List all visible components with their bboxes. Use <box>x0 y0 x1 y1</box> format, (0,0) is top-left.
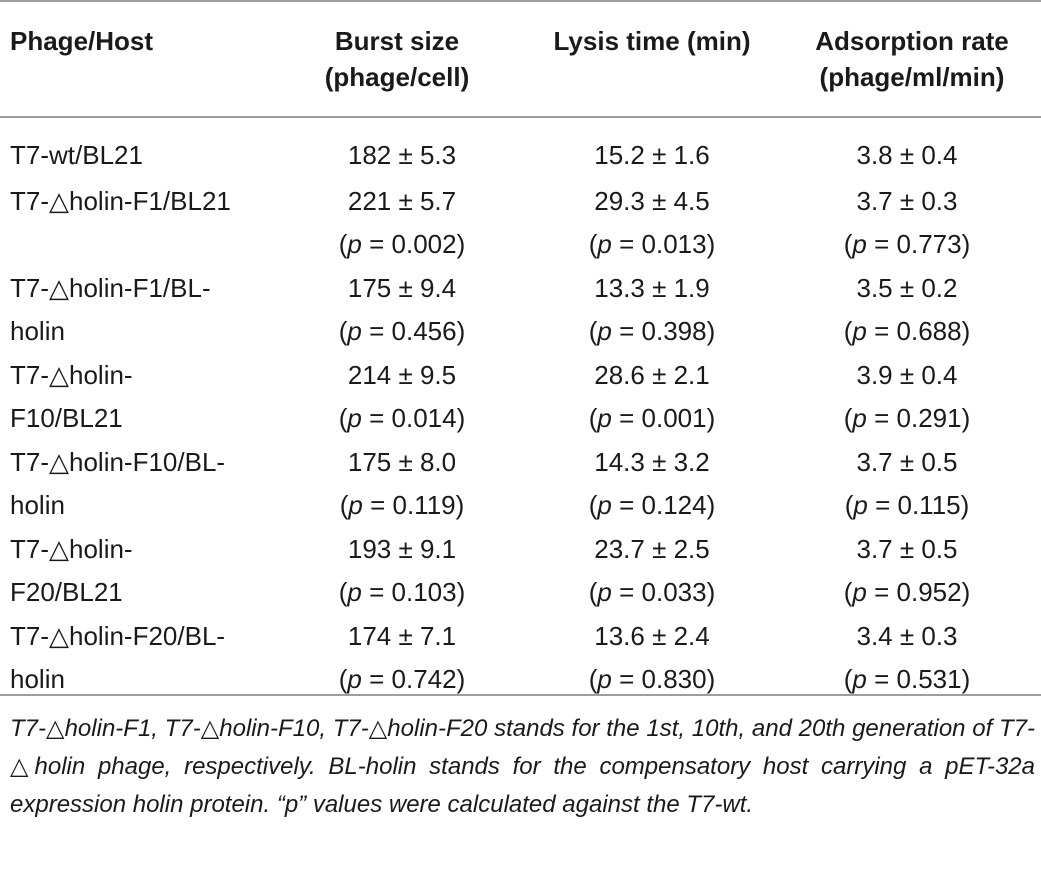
cell-burst-size: 175 ± 9.4 (p = 0.456) <box>338 273 466 346</box>
cell-phage-host: T7-△holin-F20/BL-holin <box>10 621 226 694</box>
table-row: T7-△holin- F20/BL21 193 ± 9.1 (p = 0.103) 23… <box>0 528 1041 615</box>
cell-burst-size: 175 ± 8.0 (p = 0.119) <box>339 447 465 520</box>
table-bottom-rule <box>0 694 1041 696</box>
cell-adsorption-rate: 3.5 ± 0.2 (p = 0.688) <box>843 273 971 346</box>
cell-lysis-time: 13.3 ± 1.9 (p = 0.398) <box>588 273 716 346</box>
table-row: T7-△holin-F1/BL21 221 ± 5.7 (p = 0.002) 29.… <box>0 180 1041 267</box>
cell-burst-size: 221 ± 5.7 (p = 0.002) <box>338 186 466 259</box>
cell-lysis-time: 15.2 ± 1.6 <box>594 140 710 170</box>
cell-phage-host: T7-△holin- F10/BL21 <box>10 360 133 433</box>
table-row: T7-△holin-F20/BL-holin 174 ± 7.1 (p = 0.74… <box>0 615 1041 702</box>
cell-adsorption-rate: 3.4 ± 0.3 (p = 0.531) <box>843 621 971 694</box>
table-row: T7-△holin- F10/BL21 214 ± 9.5 (p = 0.014) 28… <box>0 354 1041 441</box>
header-phage-host: Phage/Host <box>10 26 154 56</box>
cell-burst-size: 214 ± 9.5 (p = 0.014) <box>338 360 466 433</box>
cell-adsorption-rate: 3.7 ± 0.5 (p = 0.952) <box>843 534 971 607</box>
cell-adsorption-rate: 3.7 ± 0.5 (p = 0.115) <box>844 447 970 520</box>
cell-lysis-time: 23.7 ± 2.5 (p = 0.033) <box>588 534 716 607</box>
cell-lysis-time: 13.6 ± 2.4 (p = 0.830) <box>588 621 716 694</box>
cell-phage-host: T7-△holin-F1/BL-holin <box>10 273 211 346</box>
cell-adsorption-rate: 3.7 ± 0.3 (p = 0.773) <box>843 186 971 259</box>
cell-phage-host: T7-△holin-F1/BL21 <box>10 186 231 216</box>
table-top-rule <box>0 0 1041 2</box>
cell-phage-host: T7-wt/BL21 <box>10 140 143 170</box>
cell-adsorption-rate: 3.9 ± 0.4 (p = 0.291) <box>843 360 971 433</box>
table-row: T7-△holin-F1/BL-holin 175 ± 9.4 (p = 0.456… <box>0 267 1041 354</box>
cell-lysis-time: 29.3 ± 4.5 (p = 0.013) <box>588 186 716 259</box>
header-burst-size: Burst size (phage/cell) <box>324 26 470 92</box>
table-footnote: T7-△holin-F1, T7-△holin-F10, T7-△holin-F… <box>10 715 1035 818</box>
header-adsorption-rate: Adsorption rate (phage/ml/min) <box>815 26 1009 92</box>
cell-lysis-time: 28.6 ± 2.1 (p = 0.001) <box>588 360 716 433</box>
cell-burst-size: 174 ± 7.1 (p = 0.742) <box>338 621 466 694</box>
cell-burst-size: 182 ± 5.3 <box>347 140 457 170</box>
cell-burst-size: 193 ± 9.1 (p = 0.103) <box>338 534 466 607</box>
cell-adsorption-rate: 3.8 ± 0.4 <box>856 140 958 170</box>
header-lysis-time: Lysis time (min) <box>553 26 751 56</box>
table-row: T7-wt/BL21 182 ± 5.3 15.2 ± 1.6 3.8 ± 0.4 <box>0 134 1041 180</box>
cell-lysis-time: 14.3 ± 3.2 (p = 0.124) <box>588 447 716 520</box>
table-body: T7-wt/BL21 182 ± 5.3 15.2 ± 1.6 3.8 ± 0.4 T7… <box>0 134 1041 702</box>
cell-phage-host: T7-△holin-F10/BL-holin <box>10 447 226 520</box>
cell-phage-host: T7-△holin- F20/BL21 <box>10 534 133 607</box>
table-header-rule <box>0 116 1041 118</box>
table-row: T7-△holin-F10/BL-holin 175 ± 8.0 (p = 0.11… <box>0 441 1041 528</box>
